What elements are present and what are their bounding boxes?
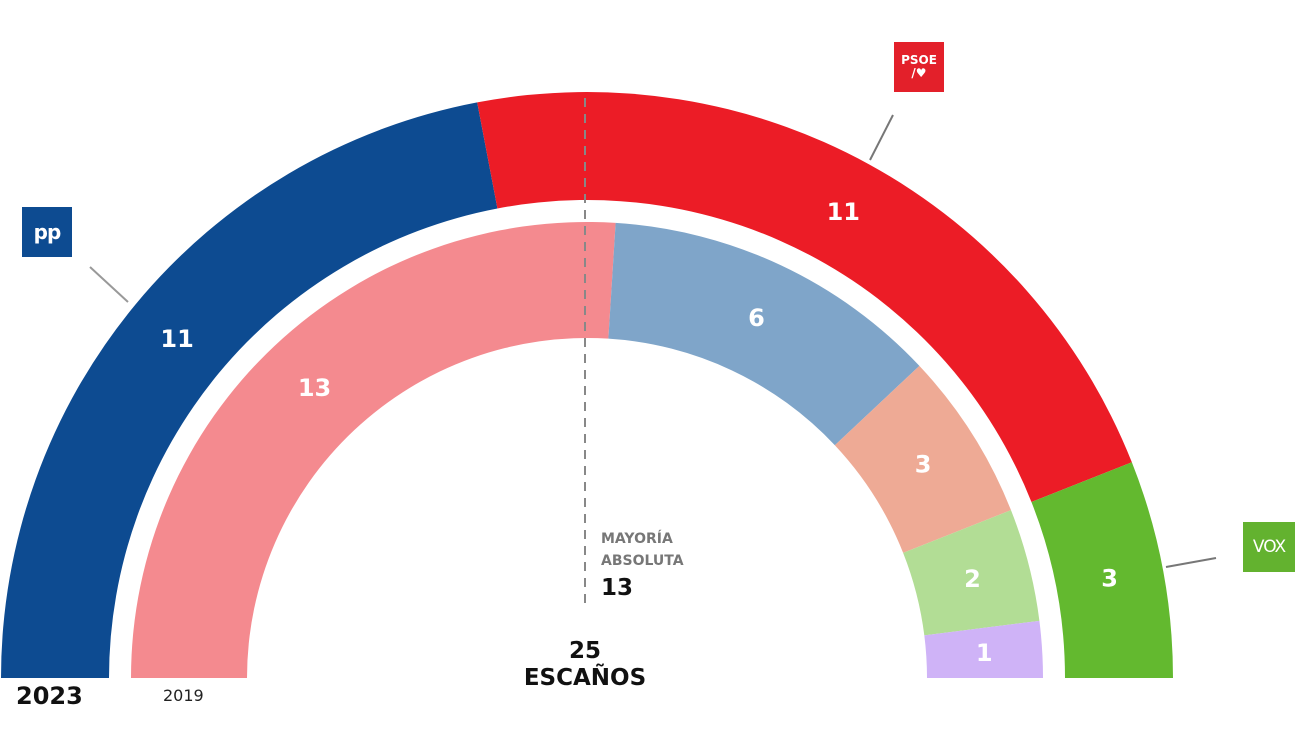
segment-2019-other-1	[834, 365, 1011, 553]
seat-count-label: 13	[298, 374, 331, 402]
majority-line2: ABSOLUTA	[601, 553, 684, 569]
vox-logo-text: VOX	[1252, 537, 1286, 557]
segment-2019-other-3	[924, 620, 1043, 678]
pp-logo: pp	[22, 207, 72, 257]
vox-logo: VOX	[1243, 522, 1295, 572]
seat-count-label: 11	[160, 325, 193, 353]
segment-2023-vox	[1031, 462, 1173, 678]
seat-count-label: 1	[976, 639, 993, 667]
majority-value: 13	[601, 575, 634, 601]
seat-count-label: 2	[964, 565, 981, 593]
total-seats-number: 25	[568, 638, 601, 664]
segment-2019-pp	[608, 222, 920, 446]
year-label-2023: 2023	[16, 682, 83, 710]
segment-2023-pp	[1, 102, 498, 679]
vox-leader-line	[1165, 557, 1217, 568]
segment-2019-psoe	[131, 222, 616, 678]
seat-count-label: 3	[915, 451, 932, 479]
psoe-rose-icon: /♥	[911, 66, 927, 80]
ring-2019	[131, 222, 1043, 678]
majority-line1: MAYORÍA	[601, 531, 673, 547]
pp-leader-line	[89, 266, 129, 303]
psoe-logo-text: PSOE	[901, 53, 937, 67]
psoe-logo: PSOE /♥	[894, 42, 944, 92]
total-seats-word: ESCAÑOS	[523, 665, 647, 691]
seat-labels: 11 11 3 13 6 3 2 1	[160, 198, 1118, 667]
segment-2019-other-2	[903, 510, 1040, 636]
psoe-leader-line	[869, 114, 894, 161]
majority-label: MAYORÍA ABSOLUTA	[601, 528, 684, 572]
seat-count-label: 11	[827, 198, 860, 226]
ring-2023	[1, 91, 1173, 679]
seat-count-label: 3	[1101, 564, 1118, 592]
seat-count-label: 6	[748, 304, 765, 332]
segment-2023-psoe	[477, 91, 1132, 503]
pp-logo-text: pp	[33, 220, 62, 244]
year-label-2019: 2019	[163, 686, 204, 705]
total-seats: 25 ESCAÑOS	[485, 638, 685, 692]
